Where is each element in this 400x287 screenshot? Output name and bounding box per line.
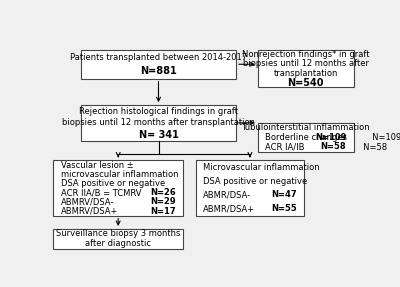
Text: N=26: N=26 [150,188,176,197]
Text: ABMR/DSA+: ABMR/DSA+ [203,204,255,213]
FancyBboxPatch shape [53,160,183,216]
Text: transplantation: transplantation [274,69,338,78]
Text: DSA positive or negative: DSA positive or negative [203,177,307,186]
Text: N=881: N=881 [140,67,177,76]
Text: N=58: N=58 [321,142,346,151]
Text: biopsies until 12 months after: biopsies until 12 months after [243,59,369,69]
Text: Microvascular inflammation: Microvascular inflammation [203,163,320,172]
Text: ABMRV/DSA-: ABMRV/DSA- [60,197,114,206]
Text: ACR IA/IB       N=58: ACR IA/IB N=58 [265,142,387,151]
FancyBboxPatch shape [258,123,354,152]
FancyBboxPatch shape [258,50,354,88]
FancyBboxPatch shape [81,50,236,79]
Text: biopsies until 12 months after transplantation: biopsies until 12 months after transplan… [62,118,255,127]
Text: DSA positive or negative: DSA positive or negative [60,179,165,188]
Text: N=540: N=540 [288,78,324,88]
Text: N= 341: N= 341 [138,130,178,139]
Text: after diagnostic: after diagnostic [85,239,151,248]
Text: Nonrejection findings* in graft: Nonrejection findings* in graft [242,50,370,59]
Text: N=47: N=47 [271,191,297,199]
Text: Rejection histological findings in graft: Rejection histological findings in graft [79,106,238,116]
Text: Tubulointerstitial inflammation: Tubulointerstitial inflammation [242,123,370,132]
Text: Surveillance biopsy 3 months: Surveillance biopsy 3 months [56,229,180,238]
Text: microvascular inflammation: microvascular inflammation [60,170,178,179]
Text: ACR IIA/B = TCMRV: ACR IIA/B = TCMRV [60,188,141,197]
Text: Vascular lesion ±: Vascular lesion ± [60,160,133,170]
Text: Borderline changes   N=109: Borderline changes N=109 [265,133,400,142]
Text: N=29: N=29 [150,197,176,206]
Text: N=17: N=17 [150,207,176,216]
FancyBboxPatch shape [81,105,236,141]
FancyBboxPatch shape [196,160,304,216]
Text: N=109: N=109 [315,133,346,142]
Text: N=55: N=55 [271,204,297,213]
Text: ABMRV/DSA+: ABMRV/DSA+ [60,207,118,216]
FancyBboxPatch shape [53,229,183,249]
Text: ABMR/DSA-: ABMR/DSA- [203,191,251,199]
Text: Patients transplanted between 2014-2017: Patients transplanted between 2014-2017 [70,53,247,62]
